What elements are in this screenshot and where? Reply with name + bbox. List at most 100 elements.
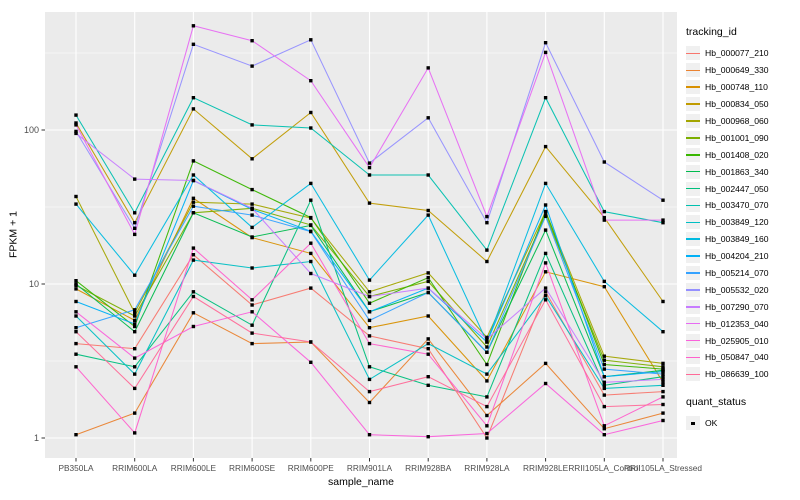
data-point xyxy=(250,64,254,68)
axis-ticks: 1 10 100 PB350LA RRIM600LA RRIM600LE RRIM600SE… xyxy=(24,125,702,473)
data-point xyxy=(426,116,430,120)
legend-title-tracking-id: tracking_id xyxy=(686,26,737,38)
data-point xyxy=(74,279,78,283)
legend-item: Hb_004204_210 xyxy=(686,248,798,265)
data-point xyxy=(309,286,313,290)
data-point xyxy=(543,203,548,207)
data-point xyxy=(191,253,196,257)
legend-key-swatch xyxy=(686,46,700,61)
legend-key-swatch xyxy=(686,130,700,145)
x-tick-label: RRIM600SE xyxy=(229,463,276,473)
data-point xyxy=(133,324,137,329)
data-point xyxy=(367,389,372,394)
legend-key-swatch xyxy=(686,249,700,264)
data-point xyxy=(133,226,137,230)
data-point xyxy=(367,161,372,165)
data-point xyxy=(426,271,430,275)
legend-line-icon xyxy=(686,255,700,257)
legend-line-icon xyxy=(686,170,700,173)
legend-line-icon xyxy=(686,86,700,88)
data-point xyxy=(367,334,372,338)
data-point xyxy=(250,225,254,230)
data-point xyxy=(74,310,78,314)
data-point xyxy=(367,290,372,294)
data-point xyxy=(250,303,254,307)
legend-item-label: Hb_005532_020 xyxy=(705,284,769,295)
data-point xyxy=(485,431,489,436)
data-point xyxy=(661,383,665,387)
data-point xyxy=(543,286,548,290)
legend-key-swatch xyxy=(686,114,700,128)
data-point xyxy=(309,223,313,228)
data-point xyxy=(367,201,372,205)
data-point xyxy=(543,96,548,100)
legend-item-label: Hb_005214_070 xyxy=(705,268,769,279)
data-point xyxy=(133,232,137,237)
data-point xyxy=(367,173,372,177)
data-point xyxy=(74,314,78,318)
x-tick-label: PB350LA xyxy=(58,463,94,473)
data-point xyxy=(602,380,606,384)
legend-line-icon xyxy=(686,272,700,274)
data-point xyxy=(367,433,372,437)
data-point xyxy=(543,290,548,294)
legend-key-swatch xyxy=(686,350,700,365)
legend-item: Hb_003849_160 xyxy=(686,231,798,248)
data-point xyxy=(250,298,254,302)
data-point xyxy=(74,202,78,206)
data-point xyxy=(426,275,430,280)
legend-key-swatch xyxy=(686,80,700,95)
data-point xyxy=(661,389,665,394)
data-point xyxy=(191,200,196,204)
x-tick-label: RRIM600LA xyxy=(112,463,158,473)
data-point xyxy=(661,372,665,376)
data-point xyxy=(309,215,313,220)
data-point xyxy=(191,204,196,208)
data-point xyxy=(661,369,665,374)
data-point xyxy=(367,278,372,282)
data-point xyxy=(133,273,137,277)
data-point xyxy=(309,126,313,130)
legend-item: Hb_001863_340 xyxy=(686,163,798,180)
legend-line-icon xyxy=(686,305,700,308)
legend: tracking_id Hb_000077_210 Hb_000649_330 Hb… xyxy=(686,26,798,432)
data-point xyxy=(309,360,313,364)
legend-key-swatch xyxy=(686,97,700,112)
data-point xyxy=(543,270,548,274)
data-point xyxy=(485,413,489,418)
legend-key-swatch xyxy=(686,266,700,281)
data-point xyxy=(485,424,489,428)
legend-key-swatch xyxy=(686,63,700,78)
point-square-icon xyxy=(691,421,695,425)
data-point xyxy=(426,347,430,351)
data-point xyxy=(74,299,78,304)
legend-item-label: Hb_001863_340 xyxy=(705,166,769,177)
legend-item-label: Hb_000649_330 xyxy=(705,65,769,76)
data-point xyxy=(661,380,665,384)
x-tick-label: RRIM600LE xyxy=(171,463,217,473)
data-point xyxy=(133,431,137,435)
data-point xyxy=(602,218,606,222)
legend-item: Hb_025905_010 xyxy=(686,332,798,349)
legend-line-icon xyxy=(686,322,700,325)
data-point xyxy=(74,433,78,437)
legend-item-label: Hb_000077_210 xyxy=(705,48,769,59)
legend-key-swatch xyxy=(686,416,700,431)
data-point xyxy=(602,375,606,379)
legend-item-label: Hb_050847_040 xyxy=(705,352,769,363)
data-point xyxy=(74,330,78,334)
data-point xyxy=(74,326,78,330)
legend-key-swatch xyxy=(686,232,700,247)
data-point xyxy=(133,372,137,376)
data-point xyxy=(485,350,489,354)
data-point xyxy=(543,261,548,265)
data-point xyxy=(74,113,78,117)
legend-item: Hb_002447_050 xyxy=(686,180,798,197)
legend-key-swatch xyxy=(686,181,700,196)
data-point xyxy=(309,271,313,276)
data-point xyxy=(426,352,430,356)
legend-item: Hb_000077_210 xyxy=(686,45,798,62)
legend-item-label: Hb_003470_070 xyxy=(705,200,769,211)
data-point xyxy=(133,322,137,326)
